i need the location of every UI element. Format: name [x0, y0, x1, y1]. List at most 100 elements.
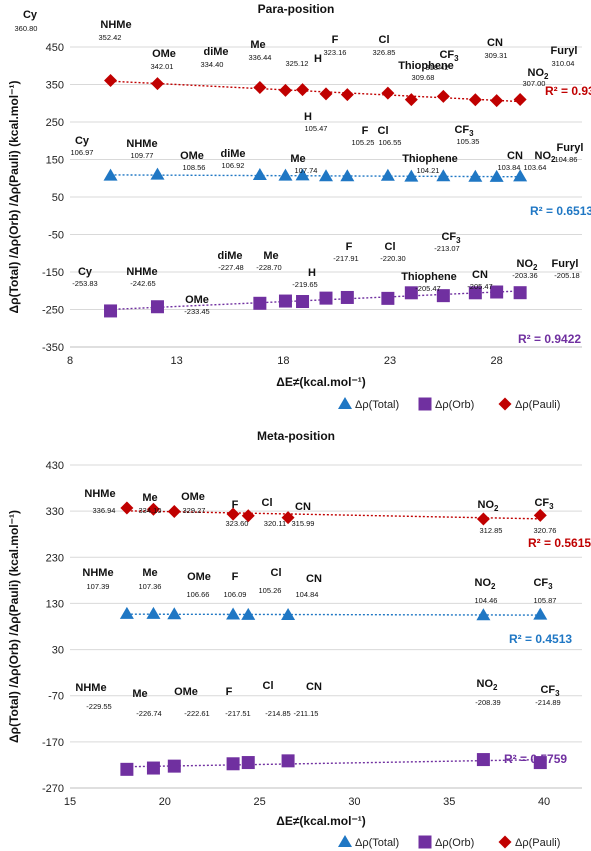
x-tick-label: 8	[67, 355, 73, 367]
data-point	[380, 168, 395, 181]
data-label: 106.66	[187, 590, 210, 599]
category-label: Furyl	[552, 258, 579, 270]
category-label: OMe	[174, 686, 198, 698]
trendline	[110, 174, 521, 178]
data-label: -205.47	[415, 284, 440, 293]
data-label: 105.47	[305, 124, 328, 133]
x-tick-label: 35	[443, 796, 455, 808]
data-point	[319, 87, 333, 101]
category-label: OMe	[187, 571, 211, 583]
category-label: Cl	[378, 125, 389, 137]
chart-title: Para-position	[258, 2, 335, 16]
category-label: NHMe	[75, 682, 106, 694]
category-label: CN	[306, 573, 322, 585]
chart-panel-para: Para-position 450 350 250 150 50 -50 -150 -250 -3…	[7, 2, 591, 411]
x-tick-label: 23	[384, 355, 396, 367]
data-label: 109.77	[131, 151, 154, 160]
data-point	[278, 294, 292, 308]
category-label: CF3	[533, 577, 553, 591]
category-label: NO2	[475, 577, 497, 591]
x-tick-label: 13	[171, 355, 183, 367]
category-label: H	[304, 111, 312, 123]
data-point	[404, 93, 418, 107]
data-point	[476, 512, 490, 526]
x-tick-label: 30	[348, 796, 360, 808]
data-point	[281, 754, 295, 768]
trendline	[126, 510, 541, 520]
data-label: 107.39	[87, 582, 110, 591]
category-label: NHMe	[84, 488, 115, 500]
data-label: 352.42	[99, 33, 122, 42]
legend-label: Δρ(Total)	[355, 837, 399, 849]
data-label: -214.89	[535, 698, 560, 707]
data-point	[119, 606, 134, 619]
data-point	[226, 507, 240, 521]
legend: Δρ(Total) Δρ(Orb) Δρ(Pauli)	[338, 835, 560, 849]
y-tick-label: 330	[46, 506, 64, 518]
legend-label: Δρ(Orb)	[435, 837, 474, 849]
category-label: NHMe	[126, 266, 157, 278]
data-label: -219.65	[292, 280, 317, 289]
data-point	[253, 80, 267, 94]
r-squared-label: R² = 0.9373	[545, 84, 591, 98]
data-label: 326.85	[373, 48, 396, 57]
data-label: -222.61	[184, 709, 209, 718]
y-tick-label: 450	[46, 42, 64, 54]
data-label: 336.44	[249, 53, 272, 62]
data-point	[476, 753, 490, 767]
y-tick-label: 150	[46, 155, 64, 167]
r-squared-label: R² = 0.9422	[518, 332, 581, 346]
data-point	[241, 756, 255, 770]
series-Δρ(Total): Cy NHMe OMe diMe Me H F Cl Thiophene CF3 CN NO2Fury…	[71, 111, 591, 218]
y-tick-label: 30	[52, 645, 64, 657]
data-point	[167, 504, 181, 518]
category-label: Cy	[78, 266, 93, 278]
r-squared-label: R² = 0.4513	[509, 632, 572, 646]
category-label: CN	[507, 150, 523, 162]
data-label: 323.60	[226, 519, 249, 528]
category-label: Cl	[379, 34, 390, 46]
legend-label: Δρ(Pauli)	[515, 837, 560, 849]
data-label: -233.45	[184, 307, 209, 316]
data-label: 320.11	[264, 519, 286, 528]
data-label: 307.00	[523, 79, 546, 88]
data-point	[278, 168, 293, 181]
data-point	[490, 285, 504, 299]
data-point	[319, 169, 333, 182]
data-point	[146, 502, 160, 516]
data-point	[281, 511, 295, 525]
data-label: 108.56	[183, 163, 206, 172]
category-label: NO2	[477, 678, 499, 692]
data-label: -253.83	[72, 279, 97, 288]
data-label: -217.91	[333, 254, 358, 263]
data-point	[533, 607, 548, 620]
data-point	[468, 286, 482, 300]
category-label: diMe	[203, 46, 228, 58]
data-point	[104, 73, 118, 87]
data-point	[404, 169, 419, 182]
category-label: CF3	[540, 684, 560, 698]
data-point	[241, 509, 255, 523]
data-point	[476, 608, 491, 621]
data-label: 105.26	[259, 586, 282, 595]
data-point	[253, 296, 267, 310]
category-label: Furyl	[557, 142, 584, 154]
data-point	[167, 607, 182, 620]
data-label: 104.21	[417, 166, 440, 175]
y-tick-label: 430	[46, 460, 64, 472]
data-label: -226.74	[136, 709, 161, 718]
category-label: CN	[487, 37, 503, 49]
category-label: OMe	[185, 294, 209, 306]
data-point	[150, 300, 164, 314]
data-point	[120, 501, 134, 515]
r-squared-label: R² = 0.6513	[530, 204, 591, 218]
data-point	[533, 508, 547, 522]
data-point	[150, 77, 164, 91]
category-label: diMe	[220, 148, 245, 160]
data-label: 310.04	[552, 59, 575, 68]
data-label: -205.47	[467, 282, 492, 291]
data-label: -217.51	[225, 709, 250, 718]
y-axis-title: Δρ(Total) /Δρ(Orb) /Δρ(Pauli) (kcal.mol⁻…	[7, 81, 21, 314]
data-label: 103.84	[498, 163, 521, 172]
legend: Δρ(Total) Δρ(Orb) Δρ(Pauli)	[338, 397, 560, 411]
